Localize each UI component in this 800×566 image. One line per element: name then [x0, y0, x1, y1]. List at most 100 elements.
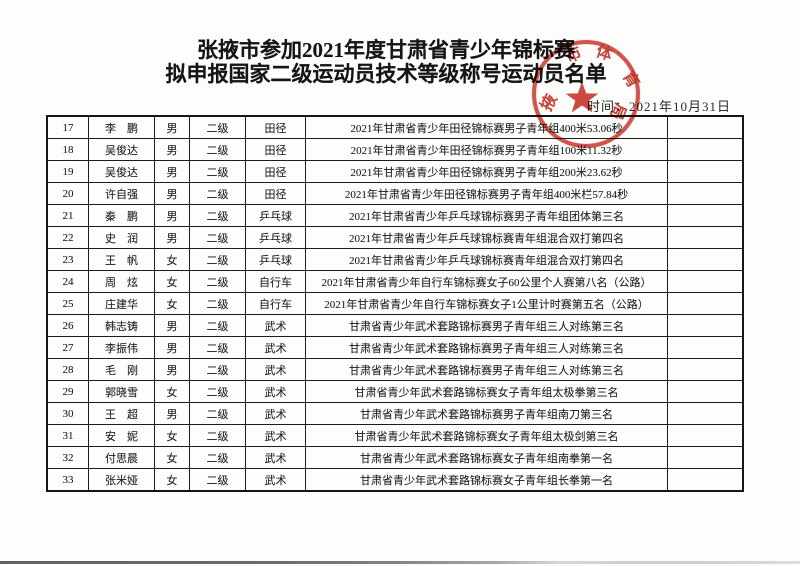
cell-sport: 武术 [245, 446, 306, 469]
cell-result: 甘肃省青少年武术套路锦标赛男子青年组三人对练第三名 [305, 358, 668, 381]
cell-no: 23 [46, 248, 89, 271]
cell-sport: 武术 [245, 314, 306, 337]
cell-gender: 男 [154, 204, 190, 227]
cell-no: 32 [46, 446, 89, 469]
page-title-line1: 张掖市参加2021年度甘肃省青少年锦标赛 [197, 38, 575, 62]
cell-result: 2021年甘肃省青少年田径锦标赛男子青年组200米23.62秒 [305, 160, 668, 183]
cell-gender: 男 [154, 226, 190, 249]
cell-level: 二级 [189, 402, 246, 425]
page-title-line2: 拟申报国家二级运动员技术等级称号运动员名单 [165, 62, 607, 86]
cell-name: 李 鹏 [88, 115, 155, 139]
cell-no: 29 [46, 380, 89, 403]
cell-no: 20 [46, 182, 89, 205]
cell-sport: 田径 [245, 160, 306, 183]
cell-level: 二级 [189, 270, 246, 293]
cell-gender: 女 [154, 424, 190, 447]
cell-level: 二级 [189, 292, 246, 315]
cell-no: 21 [46, 204, 89, 227]
cell-result: 2021年甘肃省青少年田径锦标赛男子青年组100米11.32秒 [305, 138, 668, 161]
table-row: 30 王 超男二级 武术 甘肃省青少年武术套路锦标赛男子青年组南刀第三名 [46, 402, 744, 425]
report-date: 时间：2021年10月31日 [587, 99, 732, 114]
cell-level: 二级 [189, 446, 246, 469]
cell-gender: 男 [154, 402, 190, 425]
cell-note [667, 182, 744, 205]
cell-result: 2021年甘肃省青少年田径锦标赛男子青年组400米栏57.84秒 [305, 182, 668, 205]
cell-gender: 男 [154, 314, 190, 337]
cell-sport: 武术 [245, 380, 306, 403]
cell-sport: 乒乓球 [245, 204, 306, 227]
table-row: 33 张米娅女二级 武术 甘肃省青少年武术套路锦标赛女子青年组长拳第一名 [46, 468, 744, 492]
cell-note [667, 248, 744, 271]
cell-result: 甘肃省青少年武术套路锦标赛女子青年组南拳第一名 [305, 446, 668, 469]
cell-no: 26 [46, 314, 89, 337]
table-row: 26 韩志铸男二级 武术 甘肃省青少年武术套路锦标赛男子青年组三人对练第三名 [46, 314, 744, 337]
cell-no: 31 [46, 424, 89, 447]
cell-note [667, 336, 744, 359]
cell-no: 28 [46, 358, 89, 381]
cell-name: 张米娅 [88, 468, 155, 492]
cell-no: 27 [46, 336, 89, 359]
cell-name: 安 妮 [88, 424, 155, 447]
table-row: 19 吴俊达男二级 田径 2021年甘肃省青少年田径锦标赛男子青年组200米23.62… [46, 160, 744, 183]
table-row: 22 史 润男二级 乒乓球 2021年甘肃省青少年乒乓球锦标赛青年组混合双打第四名 [46, 226, 744, 249]
cell-no: 24 [46, 270, 89, 293]
cell-name: 王 超 [88, 402, 155, 425]
cell-level: 二级 [189, 468, 246, 492]
cell-no: 19 [46, 160, 89, 183]
cell-name: 付思晨 [88, 446, 155, 469]
cell-note [667, 446, 744, 469]
table-row: 20 许自强男二级 田径 2021年甘肃省青少年田径锦标赛男子青年组400米栏57.8… [46, 182, 744, 205]
cell-note [667, 292, 744, 315]
cell-level: 二级 [189, 336, 246, 359]
cell-no: 18 [46, 138, 89, 161]
cell-sport: 田径 [245, 182, 306, 205]
cell-no: 30 [46, 402, 89, 425]
cell-gender: 女 [154, 292, 190, 315]
cell-level: 二级 [189, 115, 246, 139]
cell-result: 2021年甘肃省青少年田径锦标赛男子青年组400米53.06秒 [305, 115, 668, 139]
cell-name: 秦 鹏 [88, 204, 155, 227]
cell-note [667, 358, 744, 381]
cell-name: 郭晓雪 [88, 380, 155, 403]
cell-level: 二级 [189, 204, 246, 227]
cell-result: 甘肃省青少年武术套路锦标赛男子青年组三人对练第三名 [305, 314, 668, 337]
cell-sport: 田径 [245, 138, 306, 161]
cell-result: 甘肃省青少年武术套路锦标赛女子青年组太极拳第三名 [305, 380, 668, 403]
cell-sport: 武术 [245, 358, 306, 381]
cell-name: 史 润 [88, 226, 155, 249]
cell-result: 2021年甘肃省青少年乒乓球锦标赛青年组混合双打第四名 [305, 248, 668, 271]
cell-no: 33 [46, 468, 89, 492]
cell-name: 庄建华 [88, 292, 155, 315]
cell-sport: 武术 [245, 336, 306, 359]
scan-edge-shadow [0, 561, 800, 564]
cell-level: 二级 [189, 358, 246, 381]
cell-gender: 男 [154, 336, 190, 359]
cell-no: 17 [46, 115, 89, 139]
cell-name: 王 帆 [88, 248, 155, 271]
cell-name: 李振伟 [88, 336, 155, 359]
cell-sport: 武术 [245, 402, 306, 425]
cell-sport: 武术 [245, 424, 306, 447]
cell-level: 二级 [189, 138, 246, 161]
cell-note [667, 204, 744, 227]
cell-sport: 自行车 [245, 270, 306, 293]
cell-gender: 男 [154, 115, 190, 139]
table-row: 28 毛 刚男二级 武术 甘肃省青少年武术套路锦标赛男子青年组三人对练第三名 [46, 358, 744, 381]
cell-gender: 女 [154, 468, 190, 492]
table-row: 32 付思晨女二级 武术 甘肃省青少年武术套路锦标赛女子青年组南拳第一名 [46, 446, 744, 469]
table-row: 25 庄建华女二级 自行车 2021年甘肃省青少年自行车锦标赛女子1公里计时赛第五名（… [46, 292, 744, 315]
cell-level: 二级 [189, 160, 246, 183]
cell-note [667, 115, 744, 139]
document-header: 张掖市参加2021年度甘肃省青少年锦标赛 拟申报国家二级运动员技术等级称号运动员… [0, 38, 772, 86]
table-row: 29 郭晓雪女二级 武术 甘肃省青少年武术套路锦标赛女子青年组太极拳第三名 [46, 380, 744, 403]
cell-sport: 自行车 [245, 292, 306, 315]
cell-note [667, 138, 744, 161]
cell-name: 许自强 [88, 182, 155, 205]
cell-sport: 乒乓球 [245, 226, 306, 249]
cell-note [667, 380, 744, 403]
cell-level: 二级 [189, 248, 246, 271]
cell-result: 2021年甘肃省青少年自行车锦标赛女子1公里计时赛第五名（公路） [305, 292, 668, 315]
cell-note [667, 314, 744, 337]
cell-level: 二级 [189, 424, 246, 447]
cell-result: 2021年甘肃省青少年自行车锦标赛女子60公里个人赛第八名（公路） [305, 270, 668, 293]
